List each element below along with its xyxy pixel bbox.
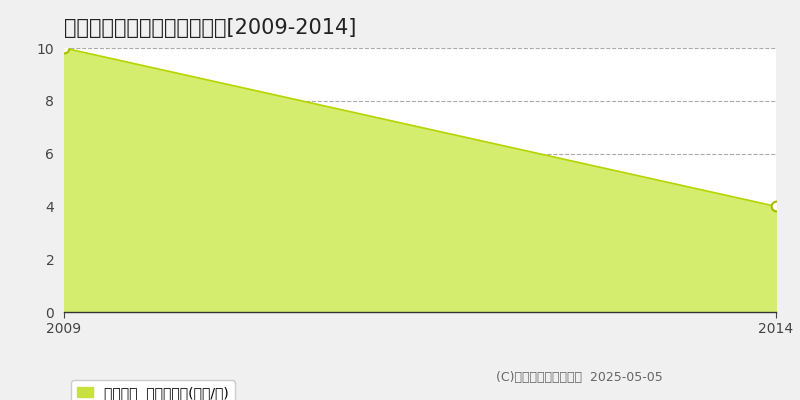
Legend: 土地価格  平均坪単価(万円/坪): 土地価格 平均坪単価(万円/坪)	[71, 380, 234, 400]
Text: 北見市三住町　土地価格推移[2009-2014]: 北見市三住町 土地価格推移[2009-2014]	[64, 18, 356, 38]
Text: (C)土地価格ドットコム  2025-05-05: (C)土地価格ドットコム 2025-05-05	[496, 371, 662, 384]
